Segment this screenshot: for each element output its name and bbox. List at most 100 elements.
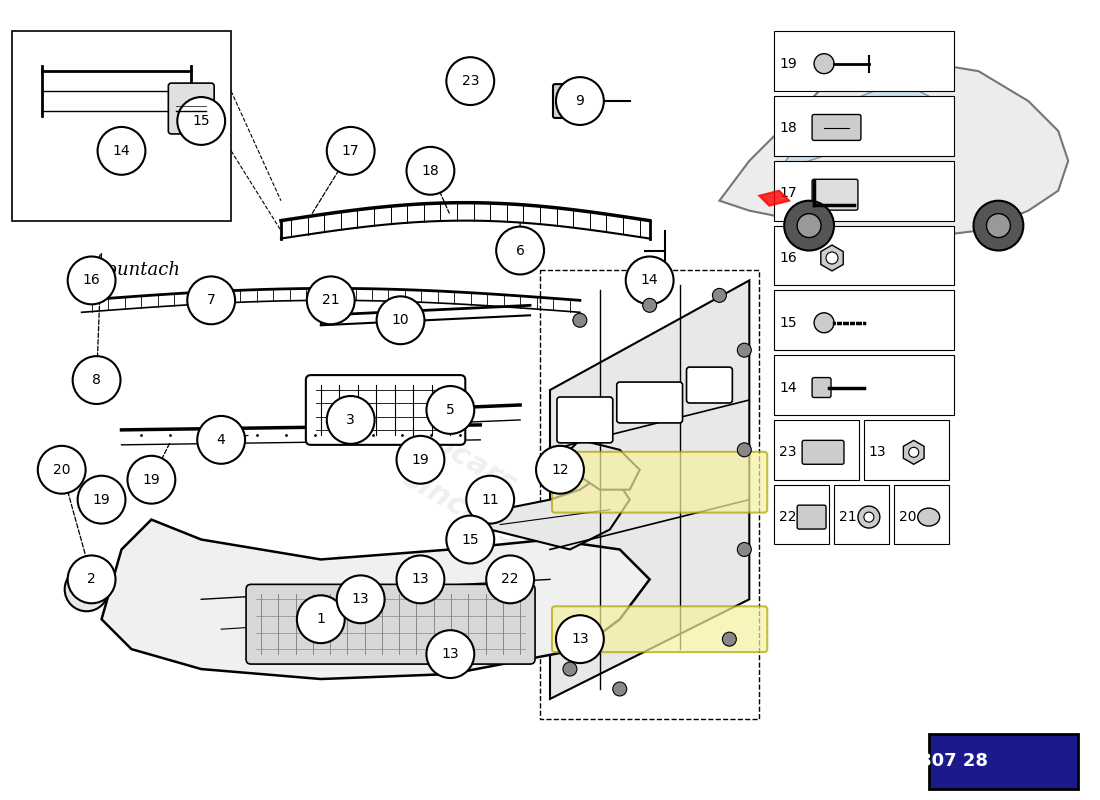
FancyBboxPatch shape <box>774 355 954 415</box>
FancyBboxPatch shape <box>864 420 948 480</box>
Text: a passion: a passion <box>322 546 478 653</box>
FancyBboxPatch shape <box>774 420 859 480</box>
Text: 23: 23 <box>779 446 796 459</box>
Text: 21: 21 <box>839 510 857 524</box>
Circle shape <box>858 506 880 528</box>
Text: 16: 16 <box>82 274 100 287</box>
Polygon shape <box>903 440 924 464</box>
FancyBboxPatch shape <box>928 734 1078 789</box>
Polygon shape <box>821 245 844 271</box>
Polygon shape <box>560 440 640 490</box>
FancyBboxPatch shape <box>894 485 948 545</box>
FancyBboxPatch shape <box>774 96 954 156</box>
Text: 17: 17 <box>342 144 360 158</box>
Text: 15: 15 <box>192 114 210 128</box>
Circle shape <box>466 476 514 523</box>
Text: 13: 13 <box>441 647 459 661</box>
Text: since1985: since1985 <box>397 463 563 576</box>
Circle shape <box>723 632 736 646</box>
Circle shape <box>486 555 535 603</box>
Text: 1: 1 <box>317 612 326 626</box>
Text: 10: 10 <box>392 314 409 327</box>
Text: 11: 11 <box>482 493 499 506</box>
Text: 15: 15 <box>462 533 480 546</box>
FancyBboxPatch shape <box>306 375 465 445</box>
FancyBboxPatch shape <box>686 367 733 403</box>
FancyBboxPatch shape <box>553 84 579 118</box>
Circle shape <box>626 257 673 304</box>
Circle shape <box>563 662 576 676</box>
Ellipse shape <box>917 508 939 526</box>
Circle shape <box>642 298 657 312</box>
Circle shape <box>798 214 821 238</box>
Text: 16: 16 <box>779 251 798 265</box>
Text: 13: 13 <box>571 632 588 646</box>
Text: 19: 19 <box>143 473 161 486</box>
Circle shape <box>713 288 726 302</box>
Circle shape <box>337 575 385 623</box>
Circle shape <box>737 542 751 557</box>
Text: 6: 6 <box>516 243 525 258</box>
Text: countach: countach <box>97 262 180 279</box>
Text: 14: 14 <box>779 381 796 394</box>
Text: 19: 19 <box>92 493 110 506</box>
Text: 20: 20 <box>53 462 70 477</box>
Text: 807 28: 807 28 <box>920 752 988 770</box>
Circle shape <box>427 386 474 434</box>
Circle shape <box>187 277 235 324</box>
Circle shape <box>396 436 444 484</box>
FancyBboxPatch shape <box>557 397 613 443</box>
Text: 14: 14 <box>641 274 659 287</box>
FancyBboxPatch shape <box>774 226 954 286</box>
Text: 18: 18 <box>421 164 439 178</box>
FancyBboxPatch shape <box>617 382 682 423</box>
Circle shape <box>177 97 225 145</box>
Circle shape <box>376 296 425 344</box>
FancyBboxPatch shape <box>812 179 858 210</box>
Circle shape <box>974 201 1023 250</box>
Circle shape <box>987 214 1011 238</box>
Circle shape <box>556 77 604 125</box>
Circle shape <box>427 630 474 678</box>
Circle shape <box>536 446 584 494</box>
Text: 9: 9 <box>575 94 584 108</box>
Text: 20: 20 <box>899 510 916 524</box>
Circle shape <box>197 416 245 464</box>
Circle shape <box>447 515 494 563</box>
Text: 18: 18 <box>779 122 798 135</box>
Text: 23: 23 <box>462 74 478 88</box>
Text: 7: 7 <box>207 294 216 307</box>
Circle shape <box>407 147 454 194</box>
Polygon shape <box>779 81 938 170</box>
FancyBboxPatch shape <box>552 452 767 513</box>
Circle shape <box>78 476 125 523</box>
Text: 14: 14 <box>112 144 130 158</box>
Circle shape <box>396 555 444 603</box>
Text: eurocars: eurocars <box>378 400 522 500</box>
Text: 12: 12 <box>551 462 569 477</box>
Polygon shape <box>481 470 629 550</box>
FancyBboxPatch shape <box>798 505 826 529</box>
Text: 3: 3 <box>346 413 355 427</box>
Polygon shape <box>759 190 789 206</box>
Text: 17: 17 <box>779 186 796 200</box>
Text: 13: 13 <box>352 592 370 606</box>
Circle shape <box>297 595 344 643</box>
Circle shape <box>73 356 121 404</box>
Circle shape <box>864 512 873 522</box>
Text: 13: 13 <box>869 446 887 459</box>
FancyBboxPatch shape <box>774 31 954 91</box>
FancyBboxPatch shape <box>774 161 954 221</box>
Circle shape <box>307 277 354 324</box>
FancyBboxPatch shape <box>774 290 954 350</box>
Circle shape <box>556 615 604 663</box>
Polygon shape <box>719 61 1068 241</box>
Text: 5: 5 <box>446 403 454 417</box>
Circle shape <box>128 456 175 504</box>
Text: 15: 15 <box>779 316 796 330</box>
FancyBboxPatch shape <box>12 31 231 221</box>
Circle shape <box>814 54 834 74</box>
Text: 21: 21 <box>322 294 340 307</box>
FancyBboxPatch shape <box>834 485 889 545</box>
Text: 19: 19 <box>779 57 798 70</box>
